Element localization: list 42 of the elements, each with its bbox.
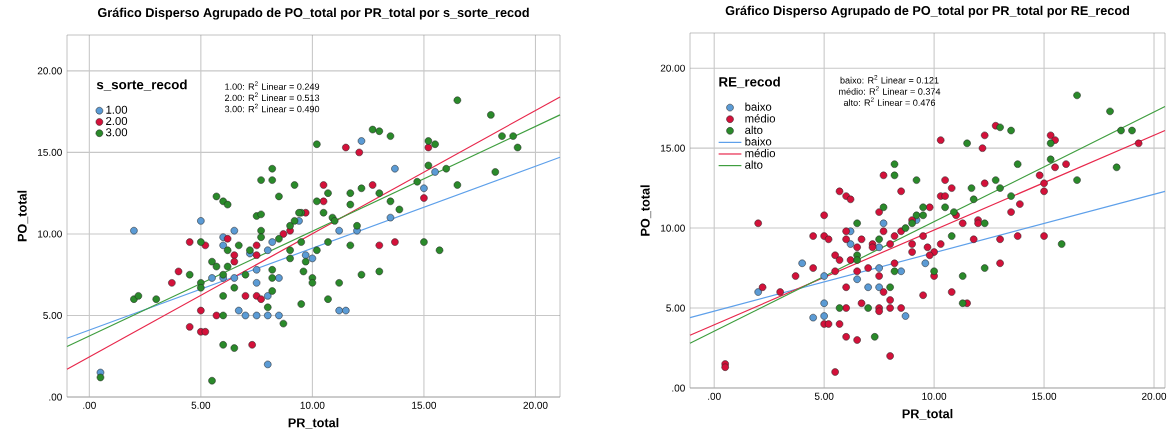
legend-label: alto [745, 125, 763, 135]
y-tick-label: 5.00 [666, 304, 685, 312]
chart-title: Gráfico Disperso Agrupado de PO_total por PR_total por RE_recod [725, 5, 1129, 18]
y-axis-title: PO_total [17, 190, 29, 242]
legend-label: 1.00 [106, 105, 128, 114]
x-axis-title: PR_total [902, 408, 953, 420]
legend-label: baixo [745, 137, 772, 146]
annotation: 2.00: R$^{2}$ Linear = 0.513 [225, 92, 320, 102]
legend-title: s_sorte_recod [96, 79, 187, 91]
x-tick-label: 10.00 [300, 401, 325, 409]
legend-label: 3.00 [105, 128, 128, 137]
x-tick-label: .00 [83, 401, 96, 409]
x-tick-label: 15.00 [1032, 392, 1057, 400]
annotation: médio: R$^{2}$ Linear = 0.374 [839, 86, 941, 95]
x-tick-label: 5.00 [191, 401, 211, 409]
y-tick-label: 10.00 [661, 224, 685, 232]
y-axis-title: PO_total [640, 185, 652, 236]
x-tick-label: 20.00 [1142, 392, 1167, 400]
legend-title: RE_recod [719, 76, 780, 89]
annotation: 1.00: R$^{2}$ Linear = 0.249 [225, 81, 320, 90]
y-tick-label: 20.00 [660, 64, 685, 72]
legend-label: baixo [745, 102, 772, 111]
legend-label: 2.00 [106, 117, 128, 126]
legend-label: médio [745, 114, 776, 123]
y-tick-label: 10.00 [38, 230, 62, 238]
x-tick-label: .00 [708, 392, 721, 400]
legend-label: alto [745, 160, 763, 169]
x-tick-label: 10.00 [922, 392, 947, 400]
annotation: baixo: R$^{2}$ Linear = 0.121 [840, 74, 939, 84]
y-tick-label: 15.00 [38, 148, 62, 156]
annotation: 3.00: R$^{2}$ Linear = 0.490 [224, 103, 320, 113]
annotation: alto: R$^{2}$ Linear = 0.476 [843, 97, 936, 106]
x-tick-label: 15.00 [412, 401, 437, 409]
y-tick-label: 5.00 [43, 311, 62, 320]
x-tick-label: 20.00 [523, 401, 548, 409]
x-axis-title: PR_total [288, 417, 339, 429]
y-tick-label: .00 [672, 384, 685, 392]
chart-title: Gráfico Disperso Agrupado de PO_total por PR_total por s_sorte_recod [97, 7, 529, 20]
legend-label: médio [745, 148, 776, 158]
y-tick-label: 20.00 [37, 67, 62, 75]
y-tick-label: 15.00 [661, 144, 685, 152]
x-tick-label: 5.00 [814, 392, 834, 400]
